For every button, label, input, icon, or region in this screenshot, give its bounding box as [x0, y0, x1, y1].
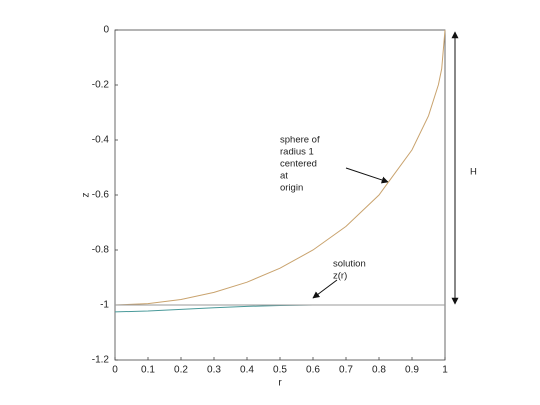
annotation: sphere of: [280, 135, 320, 146]
annotation: origin: [280, 183, 303, 194]
annotation: solution: [333, 259, 366, 270]
x-tick-label: 0.1: [141, 365, 155, 376]
y-tick-label: -0.8: [92, 245, 110, 256]
x-tick-label: 1: [442, 365, 448, 376]
annotation: centered: [280, 159, 317, 170]
x-tick-label: 0.2: [174, 365, 188, 376]
annotation: z(r): [333, 271, 347, 282]
y-tick-label: -1.2: [92, 355, 110, 366]
series-line: [114, 304, 445, 313]
annotation: H: [470, 167, 477, 178]
x-tick-label: 0: [112, 365, 118, 376]
x-tick-label: 0.9: [405, 365, 419, 376]
x-tick-label: 0.7: [339, 365, 353, 376]
x-tick-label: 0.5: [273, 365, 287, 376]
x-tick-label: 0.6: [306, 365, 320, 376]
y-tick-label: -0.2: [92, 80, 110, 91]
annotation: radius 1: [280, 147, 314, 158]
y-tick-label: 0: [103, 25, 109, 36]
annotation-arrow: [345, 167, 389, 184]
x-tick-label: 0.8: [372, 365, 386, 376]
y-tick-label: -1: [100, 300, 109, 311]
series-line: [114, 29, 446, 306]
annotation: at: [280, 171, 288, 182]
y-tick-label: -0.4: [92, 135, 110, 146]
x-axis-label: r: [278, 378, 282, 389]
x-tick-label: 0.3: [207, 365, 221, 376]
y-tick-label: -0.6: [92, 190, 110, 201]
x-tick-label: 0.4: [240, 365, 254, 376]
annotation-arrow: [312, 279, 338, 299]
y-axis-label: z: [81, 193, 92, 198]
